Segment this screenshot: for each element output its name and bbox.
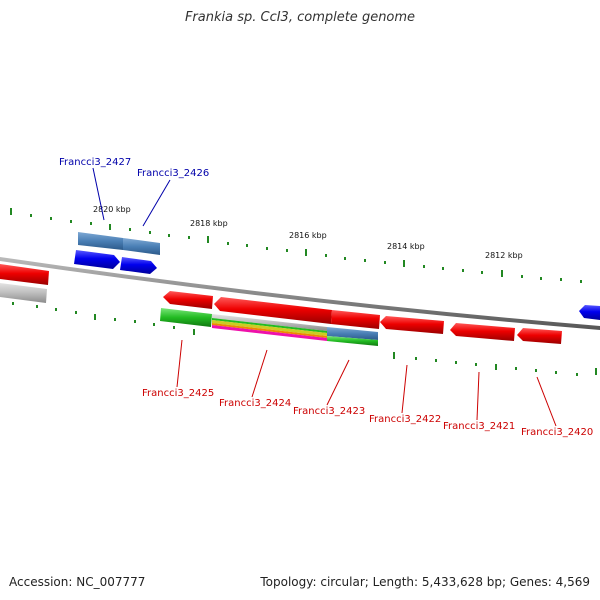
gene-francci3-2421[interactable]: [450, 323, 515, 341]
gene-francci3-2422[interactable]: [380, 316, 444, 334]
gene-label-francci3-2421[interactable]: Francci3_2421: [443, 421, 515, 432]
leader-line-2421: [476, 371, 480, 421]
accession-text: Accession: NC_007777: [9, 575, 146, 589]
gene-francci3-2425[interactable]: [163, 291, 213, 309]
gene-francci3-2420[interactable]: [517, 328, 562, 344]
gene-francci3-2423-feature-green[interactable]: [327, 336, 378, 346]
gene-francci3-2424[interactable]: [214, 297, 332, 324]
feature-grey-band[interactable]: [212, 314, 327, 331]
inner-tick-marks: [12, 302, 597, 376]
gene-right-edge[interactable]: [579, 305, 600, 320]
forward-strand-genes: [74, 232, 600, 320]
gene-label-francci3-2425[interactable]: Francci3_2425: [142, 388, 214, 399]
map-title: Frankia sp. CcI3, complete genome: [184, 10, 416, 25]
gene-francci3-2423[interactable]: [331, 310, 380, 329]
gene-label-francci3-2427[interactable]: Francci3_2427: [59, 157, 131, 168]
scale-label-2816: 2816 kbp: [289, 231, 327, 240]
gene-francci3-2427[interactable]: [74, 250, 120, 269]
gene-left-edge-red[interactable]: [0, 264, 49, 285]
scale-label-2814: 2814 kbp: [387, 242, 425, 251]
gene-francci3-2423-feature[interactable]: [327, 327, 378, 340]
scale-label-2820: 2820 kbp: [93, 205, 131, 214]
gene-label-francci3-2420[interactable]: Francci3_2420: [521, 427, 593, 438]
leader-line-2425: [176, 339, 183, 388]
feature-magenta-band[interactable]: [212, 325, 327, 341]
leader-line-2422: [401, 364, 408, 414]
gene-francci3-2426-feature[interactable]: [123, 238, 160, 255]
genome-backbone: [0, 257, 600, 330]
gene-label-francci3-2426[interactable]: Francci3_2426: [137, 168, 209, 179]
outer-tick-marks: [10, 208, 582, 283]
feature-green-band[interactable]: [212, 318, 327, 333]
leader-line-2420: [536, 376, 557, 427]
gene-francci3-2425-feature[interactable]: [160, 308, 212, 327]
leader-line-2423: [326, 359, 350, 406]
leader-line-2427: [92, 167, 105, 221]
gene-left-edge-grey[interactable]: [0, 283, 47, 303]
feature-yellow-band[interactable]: [212, 320, 327, 336]
gene-label-francci3-2424[interactable]: Francci3_2424: [219, 398, 291, 409]
reverse-strand-genes: [0, 264, 562, 346]
label-leader-lines: [92, 167, 557, 427]
gene-francci3-2427-feature[interactable]: [78, 232, 123, 250]
leader-line-2424: [251, 349, 268, 398]
gene-label-francci3-2422[interactable]: Francci3_2422: [369, 414, 441, 425]
gene-label-francci3-2423[interactable]: Francci3_2423: [293, 406, 365, 417]
scale-label-2818: 2818 kbp: [190, 219, 228, 228]
gene-francci3-2426[interactable]: [120, 257, 157, 274]
genome-summary-text: Topology: circular; Length: 5,433,628 bp…: [260, 575, 590, 589]
scale-label-2812: 2812 kbp: [485, 251, 523, 260]
feature-orange-band[interactable]: [212, 323, 327, 338]
leader-line-2426: [142, 179, 171, 227]
